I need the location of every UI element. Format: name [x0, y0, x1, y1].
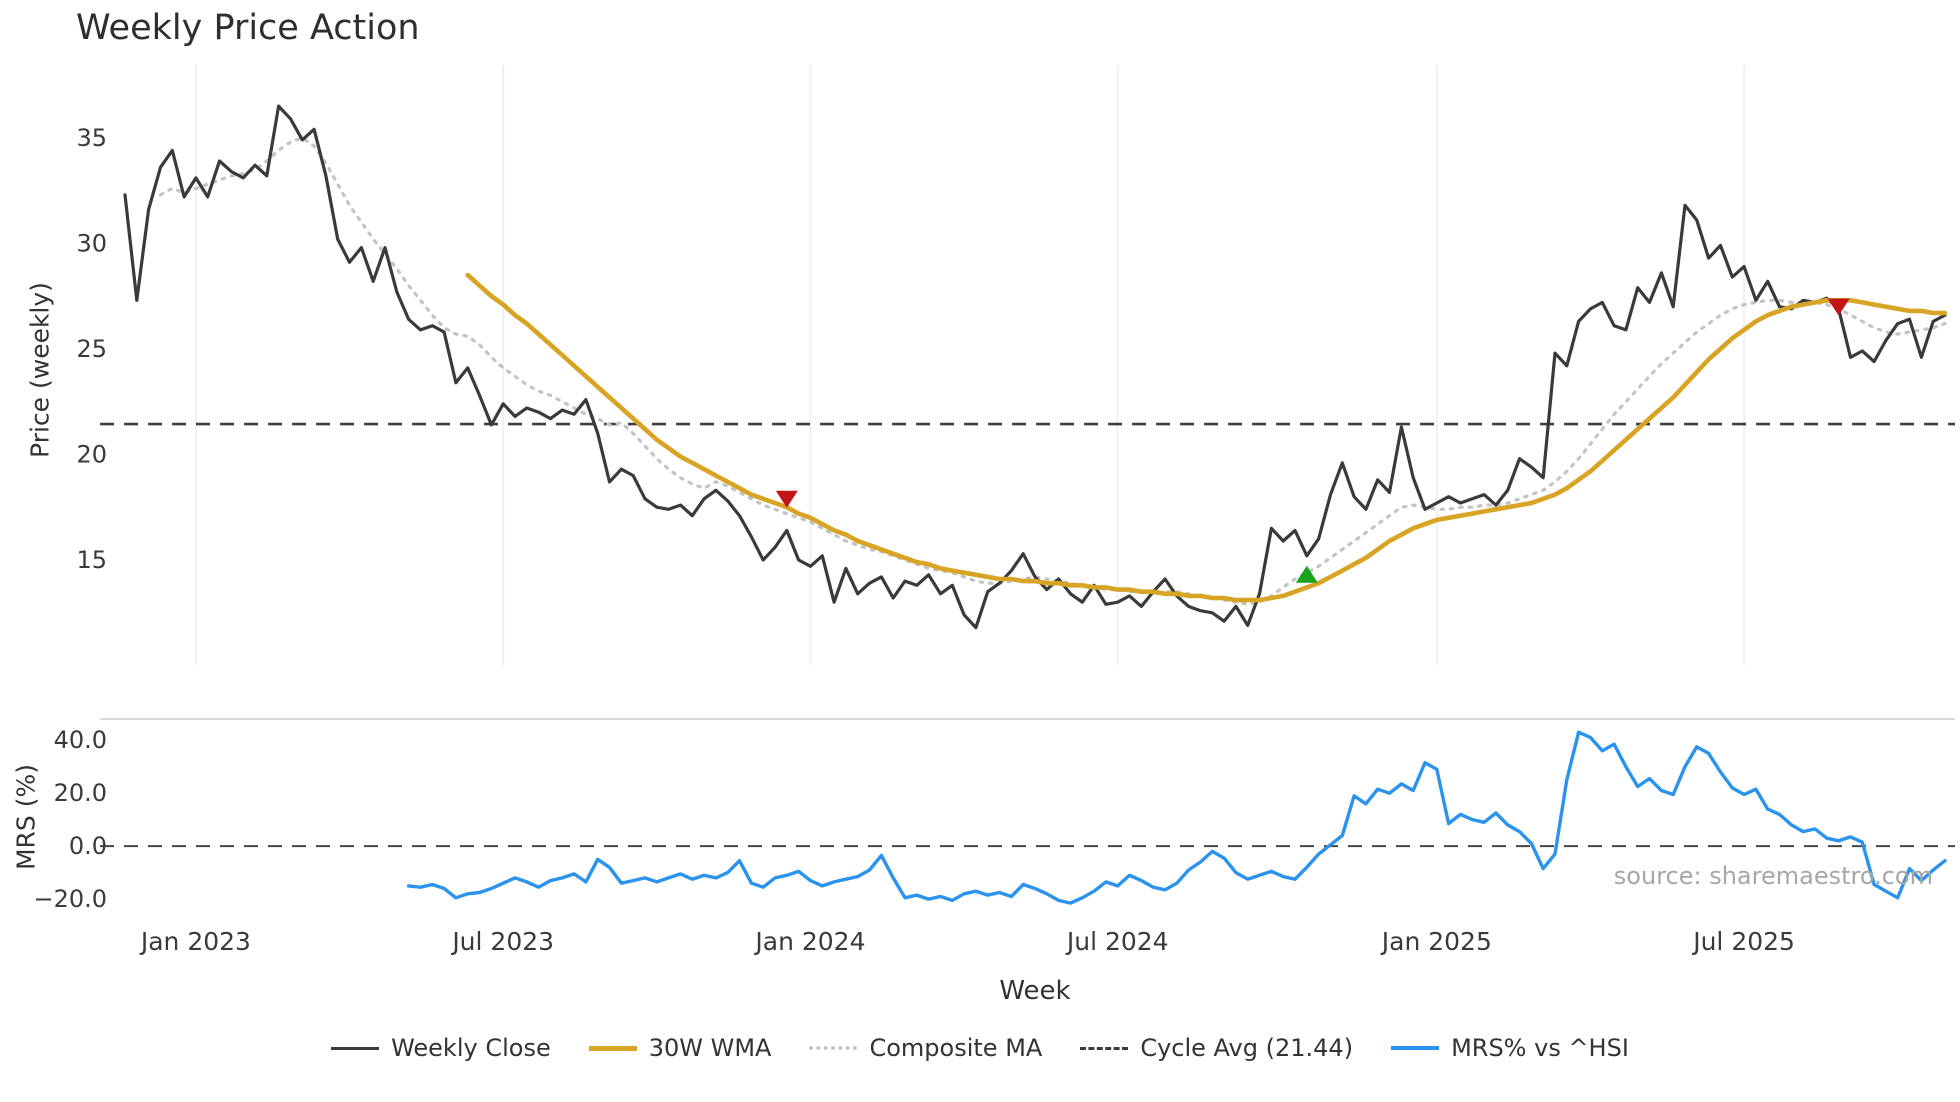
x-tick-label: Jan 2025 — [1380, 927, 1492, 956]
x-tick-label: Jul 2025 — [1691, 927, 1795, 956]
mrs-y-tick-label: −20.0 — [33, 885, 107, 913]
composite-ma-line-swatch — [809, 1046, 858, 1050]
x-tick-label: Jan 2024 — [753, 927, 865, 956]
source-watermark: source: sharemaestro.com — [1613, 862, 1933, 890]
sell-marker — [775, 490, 798, 508]
wma-line-swatch — [588, 1045, 637, 1051]
mrs-line-swatch — [1391, 1046, 1440, 1050]
legend-item-composite-ma: Composite MA — [809, 1034, 1042, 1062]
price-y-tick-label: 20 — [76, 440, 107, 468]
legend-label: Composite MA — [869, 1034, 1043, 1062]
x-tick-label: Jul 2024 — [1065, 927, 1169, 956]
price-y-tick-label: 35 — [76, 124, 107, 152]
weekly-close-line-swatch — [331, 1046, 380, 1050]
mrs-y-tick-label: 40.0 — [54, 726, 107, 754]
price-y-tick-label: 30 — [76, 229, 107, 257]
cycle-avg-line-swatch — [1080, 1046, 1129, 1050]
weekly-close-line — [123, 104, 1947, 630]
legend-label: Weekly Close — [391, 1034, 551, 1062]
legend: Weekly Close 30W WMA Composite MA Cycle … — [0, 1034, 1960, 1062]
mrs-y-tick-label: 0.0 — [69, 832, 107, 860]
page-title: Weekly Price Action — [76, 8, 420, 48]
legend-item-mrs: MRS% vs ^HSI — [1391, 1034, 1629, 1062]
price-y-tick-label: 15 — [76, 546, 107, 574]
mrs-line — [406, 730, 1947, 905]
sell-marker — [1827, 298, 1850, 316]
x-tick-label: Jan 2023 — [139, 927, 251, 956]
x-tick-label: Jul 2023 — [450, 927, 554, 956]
legend-label: Cycle Avg (21.44) — [1140, 1034, 1354, 1062]
legend-item-30w-wma: 30W WMA — [588, 1034, 772, 1062]
composite-ma-line — [158, 136, 1947, 606]
price-y-tick-label: 25 — [76, 335, 107, 363]
buy-marker — [1295, 565, 1318, 583]
wma-line — [465, 272, 1948, 603]
legend-item-cycle-avg: Cycle Avg (21.44) — [1080, 1034, 1353, 1062]
week-axis-label: Week — [999, 976, 1071, 1006]
legend-label: MRS% vs ^HSI — [1451, 1034, 1629, 1062]
mrs-y-tick-label: 20.0 — [54, 779, 107, 807]
legend-item-weekly-close: Weekly Close — [331, 1034, 551, 1062]
legend-label: 30W WMA — [648, 1034, 772, 1062]
